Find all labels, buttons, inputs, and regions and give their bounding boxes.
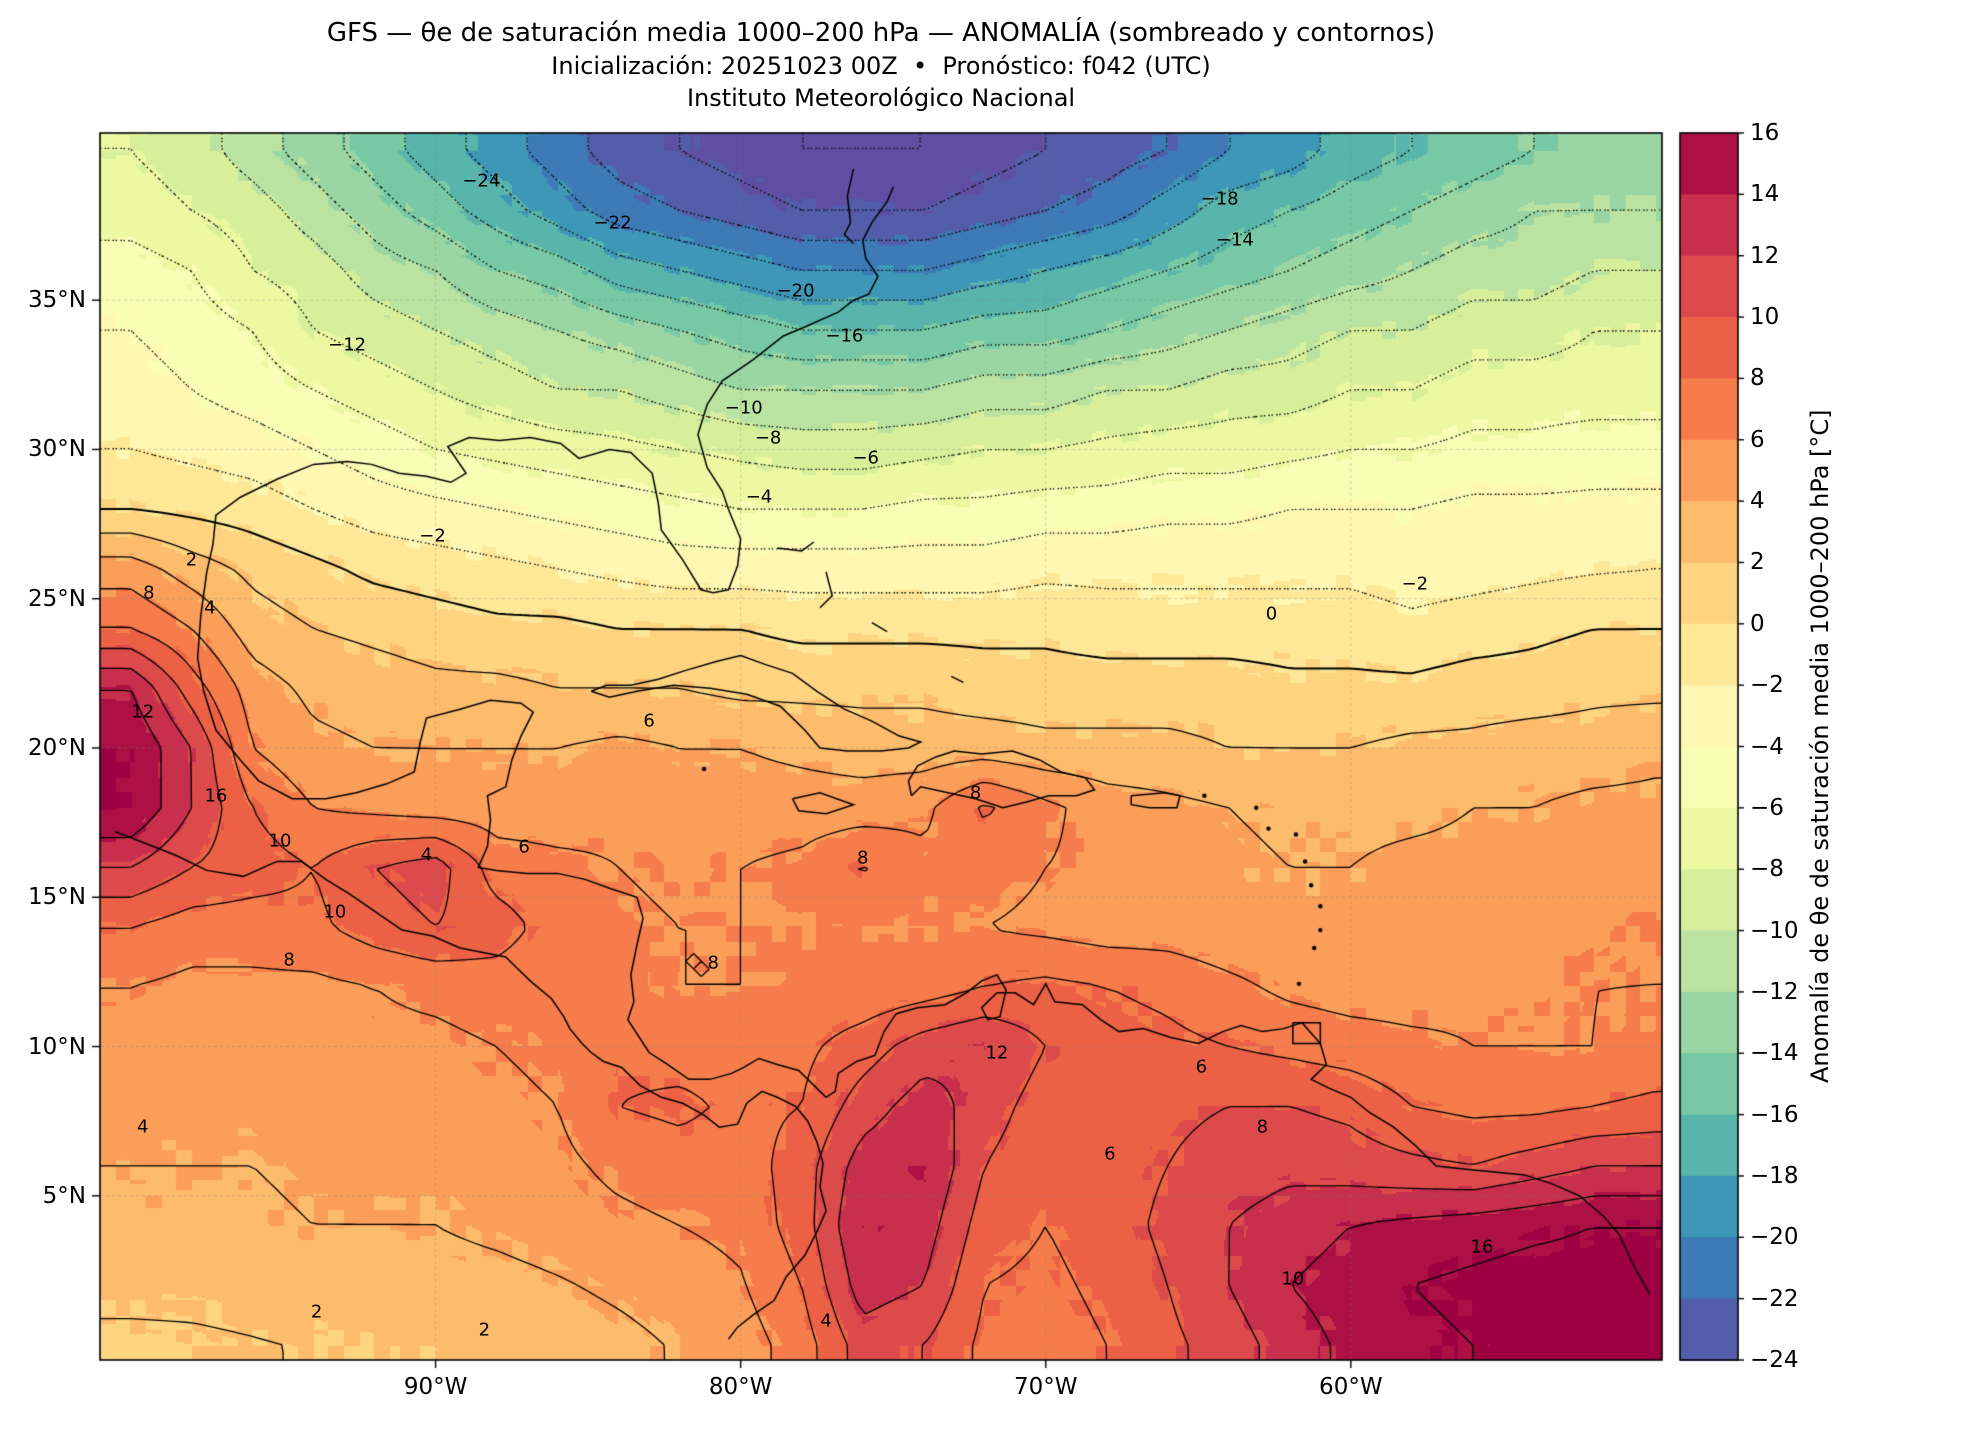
chart-title: GFS — θe de saturación media 1000–200 hP… xyxy=(326,18,1436,48)
title-block: GFS — θe de saturación media 1000–200 hP… xyxy=(100,16,1662,114)
chart-institution: Instituto Meteorológico Nacional xyxy=(686,84,1076,112)
chart-subtitle: Inicialización: 20251023 00Z • Pronóstic… xyxy=(551,52,1211,80)
colorbar-label: Anomalía de θe de saturación media 1000–… xyxy=(1806,409,1834,1084)
